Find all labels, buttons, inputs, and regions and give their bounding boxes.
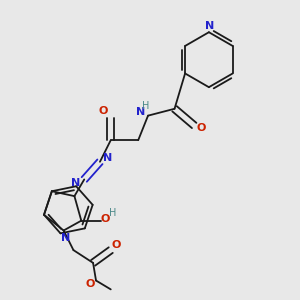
Text: O: O — [196, 123, 206, 134]
Text: N: N — [136, 107, 145, 117]
Text: O: O — [85, 280, 95, 290]
Text: H: H — [142, 101, 150, 111]
Text: O: O — [100, 214, 110, 224]
Text: O: O — [98, 106, 108, 116]
Text: N: N — [61, 233, 70, 243]
Text: N: N — [205, 21, 214, 31]
Text: H: H — [109, 208, 116, 218]
Text: N: N — [103, 153, 112, 163]
Text: N: N — [71, 178, 80, 188]
Text: O: O — [112, 240, 121, 250]
